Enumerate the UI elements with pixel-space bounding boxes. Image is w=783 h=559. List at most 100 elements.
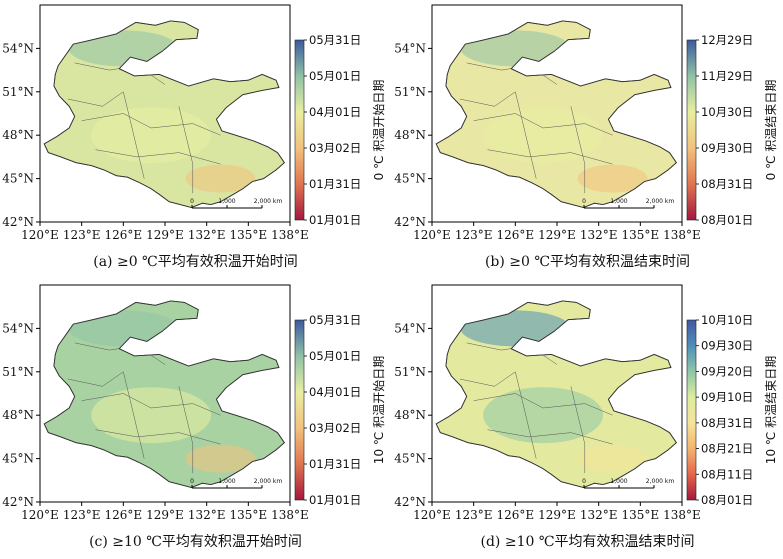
border-line bbox=[81, 393, 221, 416]
panel-caption: (d) ≥10 ℃平均有效积温结束时间 bbox=[480, 534, 695, 550]
scale-bar-label: 2,000 km bbox=[646, 198, 675, 205]
x-tick-label: 123°E bbox=[63, 228, 101, 242]
x-tick-label: 135°E bbox=[229, 228, 267, 242]
border-line bbox=[81, 113, 221, 136]
x-tick-label: 129°E bbox=[146, 508, 184, 522]
scale-bar-label: 0 bbox=[582, 198, 586, 205]
border-line bbox=[67, 91, 124, 107]
y-tick-label: 42°N bbox=[2, 215, 34, 229]
colorbar bbox=[294, 319, 305, 501]
x-tick-label: 123°E bbox=[63, 508, 101, 522]
x-tick-label: 120°E bbox=[413, 508, 451, 522]
x-tick-label: 138°E bbox=[663, 508, 701, 522]
region-outline bbox=[43, 20, 285, 208]
legend-label: 01月31日 bbox=[309, 177, 361, 191]
shading-patch bbox=[483, 387, 604, 444]
legend-label: 09月30日 bbox=[701, 339, 753, 353]
x-tick-label: 138°E bbox=[271, 508, 309, 522]
colorbar bbox=[686, 39, 697, 221]
x-tick-label: 126°E bbox=[104, 508, 142, 522]
legend-label: 03月02日 bbox=[309, 421, 361, 435]
y-tick-label: 48°N bbox=[394, 408, 426, 422]
raster-shading bbox=[68, 310, 256, 473]
y-tick-label: 51°N bbox=[394, 365, 426, 379]
shading-patch bbox=[68, 30, 179, 67]
border-line bbox=[459, 91, 516, 107]
x-tick-label: 129°E bbox=[538, 508, 576, 522]
x-tick-label: 123°E bbox=[455, 508, 493, 522]
y-tick-label: 54°N bbox=[394, 321, 426, 335]
panel-c: 120°E 123°E 126°E 129°E 132°E 135°E 138°E 54°N 5… bbox=[0, 280, 391, 559]
border-line bbox=[487, 149, 613, 165]
scale-bar-label: 1,000 bbox=[610, 478, 627, 485]
y-tick-label: 48°N bbox=[394, 128, 426, 142]
border-line bbox=[487, 429, 613, 445]
y-tick-label: 45°N bbox=[394, 172, 426, 186]
y-tick-label: 42°N bbox=[394, 215, 426, 229]
border-line bbox=[123, 371, 145, 459]
province-borders bbox=[459, 342, 613, 474]
border-line bbox=[515, 371, 537, 459]
legend-label: 03月02日 bbox=[309, 141, 361, 155]
x-tick-label: 135°E bbox=[621, 508, 659, 522]
region-outline bbox=[43, 300, 285, 488]
panel-a: 120°E 123°E 126°E 129°E 132°E 135°E 138°E 54°N 5… bbox=[0, 0, 391, 279]
border-line bbox=[123, 91, 145, 179]
scale-bar-label: 1,000 bbox=[218, 478, 235, 485]
legend-label: 10月10日 bbox=[701, 313, 753, 327]
province-borders bbox=[67, 342, 221, 474]
province-borders bbox=[67, 62, 221, 194]
y-tick-label: 51°N bbox=[394, 85, 426, 99]
y-tick-label: 48°N bbox=[2, 408, 34, 422]
legend-title: 10 ℃ 积温开始日期 bbox=[372, 356, 386, 464]
legend-colorbar: 05月31日 05月01日 04月01日 03月02日 01月31日 01月01日 bbox=[294, 313, 361, 507]
legend-label: 05月01日 bbox=[309, 69, 361, 83]
x-tick-label: 135°E bbox=[621, 228, 659, 242]
raster-shading bbox=[460, 310, 648, 473]
shading-patch bbox=[460, 30, 571, 67]
shading-patch bbox=[577, 164, 648, 193]
scale-bar-label: 2,000 km bbox=[646, 478, 675, 485]
y-tick-label: 51°N bbox=[2, 365, 34, 379]
border-line bbox=[473, 113, 613, 136]
legend-label: 09月20日 bbox=[701, 364, 753, 378]
scale-bar-label: 1,000 bbox=[610, 198, 627, 205]
scale-bar-label: 2,000 km bbox=[254, 478, 283, 485]
raster-shading bbox=[460, 30, 648, 193]
panel-caption: (b) ≥0 ℃平均有效积温结束时间 bbox=[484, 254, 691, 270]
panel-d: 120°E 123°E 126°E 129°E 132°E 135°E 138°E 54°N 5… bbox=[392, 280, 783, 559]
region-outline bbox=[435, 20, 677, 208]
x-tick-label: 135°E bbox=[229, 508, 267, 522]
legend-label: 09月30日 bbox=[701, 141, 753, 155]
border-line bbox=[95, 149, 221, 165]
legend-label: 05月31日 bbox=[309, 33, 361, 47]
legend-colorbar: 10月10日 09月30日 09月20日 09月10日 08月31日 08月21日 08月1… bbox=[686, 313, 753, 507]
legend-label: 04月01日 bbox=[309, 105, 361, 119]
y-tick-label: 45°N bbox=[2, 172, 34, 186]
legend-label: 08月01日 bbox=[701, 493, 753, 507]
shading-patch bbox=[483, 107, 604, 164]
scale-bar-label: 0 bbox=[190, 478, 194, 485]
legend-label: 04月01日 bbox=[309, 385, 361, 399]
legend-colorbar: 12月29日 11月29日 10月30日 09月30日 08月31日 08月01日 bbox=[686, 33, 753, 227]
panel-caption: (c) ≥10 ℃平均有效积温开始时间 bbox=[89, 534, 302, 550]
y-tick-label: 54°N bbox=[2, 321, 34, 335]
legend-title: 0 ℃ 积温开始日期 bbox=[372, 80, 386, 181]
map-figure: 120°E 123°E 126°E 129°E 132°E 135°E 138°E 54°N 5… bbox=[2, 284, 386, 522]
legend-label: 01月31日 bbox=[309, 457, 361, 471]
y-tick-label: 45°N bbox=[394, 452, 426, 466]
legend-label: 01月01日 bbox=[309, 213, 361, 227]
x-tick-label: 132°E bbox=[580, 508, 618, 522]
x-tick-label: 132°E bbox=[188, 508, 226, 522]
panel-caption: (a) ≥0 ℃平均有效积温开始时间 bbox=[93, 254, 298, 270]
legend-label: 11月29日 bbox=[701, 69, 753, 83]
scale-bar: 0 1,000 2,000 km bbox=[582, 478, 675, 489]
legend-title: 0 ℃ 积温结束日期 bbox=[764, 80, 778, 181]
shading-patch bbox=[91, 387, 212, 444]
border-line bbox=[570, 386, 586, 474]
y-tick-label: 42°N bbox=[2, 495, 34, 509]
shading-patch bbox=[185, 164, 256, 193]
legend-label: 10月30日 bbox=[701, 105, 753, 119]
border-line bbox=[178, 386, 194, 474]
shading-patch bbox=[185, 444, 256, 473]
